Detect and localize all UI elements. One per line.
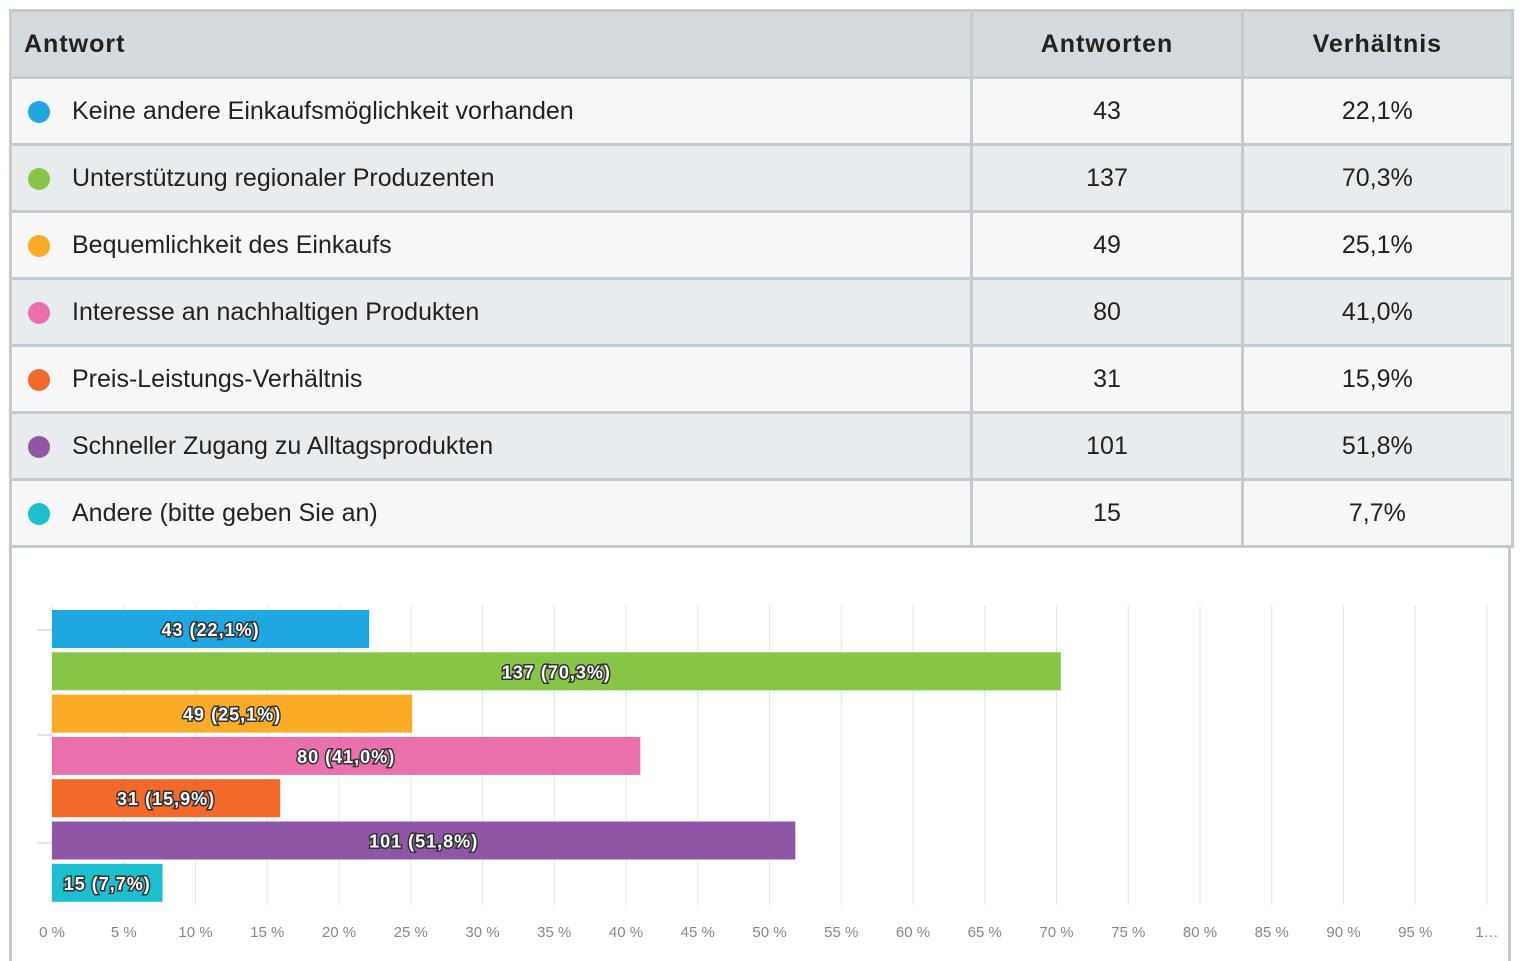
value-label: 80 (41,0%) <box>297 747 395 767</box>
legend-dot <box>28 301 50 324</box>
x-tick-label: 55 % <box>824 924 858 941</box>
legend-dot <box>28 368 50 391</box>
answer-label: Andere (bitte geben Sie an) <box>72 498 378 527</box>
x-tick-label: 0 % <box>39 924 65 941</box>
value-label: 31 (15,9%) <box>117 789 215 809</box>
table-row: Bequemlichkeit des Einkaufs 49 25,1% <box>8 210 1515 280</box>
ratio-cell: 22,1% <box>1240 76 1515 146</box>
legend-dot <box>28 502 50 525</box>
x-tick-label: 50 % <box>752 924 786 941</box>
x-tick-label: 65 % <box>968 924 1002 941</box>
answer-label: Preis-Leistungs-Verhältnis <box>72 364 363 393</box>
table-row: Andere (bitte geben Sie an) 15 7,7% <box>8 478 1515 548</box>
bar <box>52 610 370 648</box>
x-tick-label: 1… <box>1475 924 1498 941</box>
x-tick-label: 80 % <box>1183 924 1217 941</box>
count-cell: 43 <box>970 76 1244 146</box>
answer-cell: Unterstützung regionaler Produzenten <box>8 143 974 213</box>
column-header: Antwort <box>8 9 974 79</box>
x-tick-label: 90 % <box>1326 924 1360 941</box>
column-header: Verhältnis <box>1240 9 1515 79</box>
ratio-cell: 70,3% <box>1240 143 1515 213</box>
x-tick-label: 10 % <box>178 924 212 941</box>
ratio-cell: 7,7% <box>1240 478 1515 548</box>
ratio-cell: 15,9% <box>1240 344 1515 414</box>
table-row: Keine andere Einkaufsmöglichkeit vorhand… <box>8 76 1515 146</box>
count-cell: 80 <box>970 277 1244 347</box>
value-label: 49 (25,1%) <box>183 705 281 725</box>
count-cell: 31 <box>970 344 1244 414</box>
result-table: Antwort Antworten Verhältnis Keine andere E… <box>8 9 1515 548</box>
x-tick-label: 75 % <box>1111 924 1145 941</box>
x-tick-label: 15 % <box>250 924 284 941</box>
legend-dot <box>28 100 50 123</box>
answer-label: Unterstützung regionaler Produzenten <box>72 163 495 192</box>
answer-label: Schneller Zugang zu Alltagsprodukten <box>72 431 494 460</box>
legend-dot <box>28 167 50 190</box>
x-tick-label: 40 % <box>609 924 643 941</box>
table-row: Preis-Leistungs-Verhältnis 31 15,9% <box>8 344 1515 414</box>
answer-cell: Andere (bitte geben Sie an) <box>8 478 974 548</box>
x-tick-label: 35 % <box>537 924 571 941</box>
bar <box>52 863 163 902</box>
value-label: 101 (51,8%) <box>369 832 478 852</box>
table-row: Unterstützung regionaler Produzenten 137 7… <box>8 143 1515 213</box>
answer-cell: Preis-Leistungs-Verhältnis <box>8 344 974 414</box>
bar <box>52 652 1061 691</box>
table-row: Schneller Zugang zu Alltagsprodukten 101 5… <box>8 411 1515 481</box>
x-tick-label: 5 % <box>111 924 137 941</box>
answer-label: Bequemlichkeit des Einkaufs <box>72 230 392 259</box>
count-cell: 101 <box>970 411 1244 481</box>
bar <box>52 821 796 860</box>
x-tick-label: 70 % <box>1039 924 1073 941</box>
bar <box>52 736 641 775</box>
count-cell: 137 <box>970 143 1244 213</box>
count-cell: 15 <box>970 478 1244 548</box>
bar <box>52 694 413 733</box>
column-header: Antworten <box>970 9 1244 79</box>
ratio-cell: 25,1% <box>1240 210 1515 280</box>
answer-cell: Bequemlichkeit des Einkaufs <box>8 210 974 280</box>
value-label: 137 (70,3%) <box>502 662 611 682</box>
x-tick-label: 30 % <box>465 924 499 941</box>
x-tick-label: 60 % <box>896 924 930 941</box>
bar <box>52 779 281 818</box>
x-tick-label: 20 % <box>322 924 356 941</box>
x-tick-label: 95 % <box>1398 924 1432 941</box>
x-tick-label: 25 % <box>394 924 428 941</box>
ratio-cell: 41,0% <box>1240 277 1515 347</box>
answer-cell: Interesse an nachhaltigen Produkten <box>8 277 974 347</box>
legend-dot <box>28 234 50 257</box>
ratio-cell: 51,8% <box>1240 411 1515 481</box>
x-tick-label: 85 % <box>1255 924 1289 941</box>
value-label: 43 (22,1%) <box>162 620 260 640</box>
answer-label: Interesse an nachhaltigen Produkten <box>72 297 480 326</box>
answer-cell: Schneller Zugang zu Alltagsprodukten <box>8 411 974 481</box>
header-row: Antwort Antworten Verhältnis <box>8 9 1515 79</box>
value-label: 15 (7,7%) <box>64 874 151 894</box>
table-row: Interesse an nachhaltigen Produkten 80 41,… <box>8 277 1515 347</box>
x-tick-label: 45 % <box>681 924 715 941</box>
count-cell: 49 <box>970 210 1244 280</box>
answer-label: Keine andere Einkaufsmöglichkeit vorhand… <box>72 96 574 125</box>
answer-cell: Keine andere Einkaufsmöglichkeit vorhand… <box>8 76 974 146</box>
legend-dot <box>28 435 50 458</box>
